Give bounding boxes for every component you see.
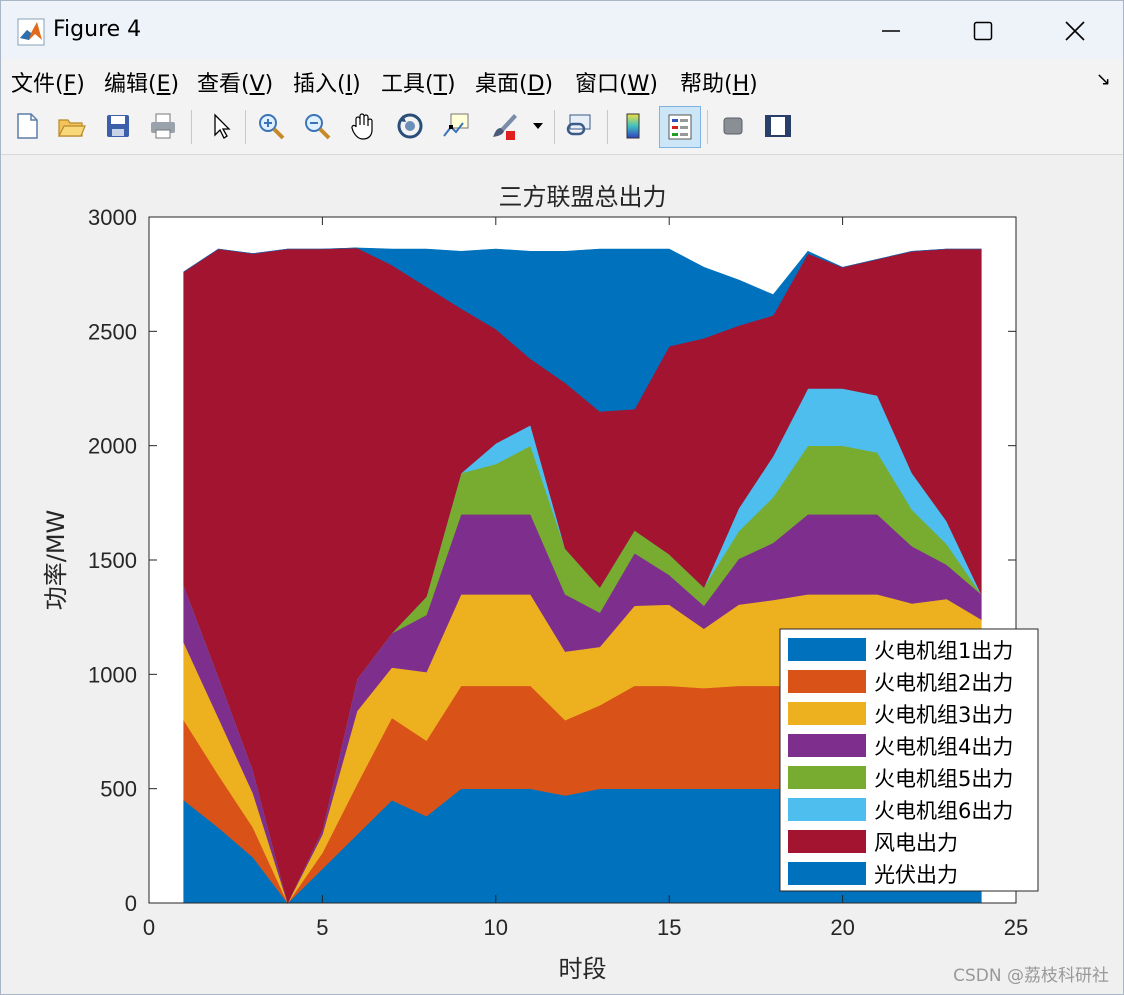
open-button[interactable]: [53, 108, 89, 144]
close-button[interactable]: [1053, 9, 1097, 53]
legend-swatch: [788, 830, 866, 853]
legend-entry: 风电出力: [874, 831, 958, 855]
menu-insert[interactable]: 插入(I): [293, 72, 361, 97]
y-tick-label: 500: [100, 777, 137, 802]
pointer-icon: [214, 113, 231, 139]
new-file-button[interactable]: [9, 108, 45, 144]
menu-view[interactable]: 查看(V): [197, 72, 274, 97]
title-bar[interactable]: Figure 4: [1, 1, 1123, 59]
brush-button[interactable]: [486, 108, 522, 144]
x-axis-label: 时段: [559, 955, 607, 983]
minimize-icon: [882, 30, 900, 32]
legend-swatch: [788, 702, 866, 725]
toolbar-separator: [191, 110, 192, 144]
figure-area: 0 5 10 15 20 25 0 500 1000 1500 2000 2500 3000 三方联盟总出…: [1, 155, 1123, 994]
legend-entry: 火电机组6出力: [874, 799, 1013, 823]
legend-swatch: [788, 766, 866, 789]
maximize-button[interactable]: [961, 9, 1005, 53]
legend-entry: 火电机组3出力: [874, 703, 1013, 727]
open-folder-icon: [58, 119, 86, 137]
legend-entry: 光伏出力: [874, 863, 958, 887]
y-tick-label: 3000: [88, 205, 137, 230]
link-plot-icon: [566, 114, 591, 136]
minimize-button[interactable]: [869, 9, 913, 53]
menu-file[interactable]: 文件(F): [11, 72, 85, 97]
x-tick-label: 15: [657, 915, 681, 940]
menu-help[interactable]: 帮助(H): [680, 72, 758, 97]
toolbar-separator: [607, 110, 608, 144]
rotate-3d-icon: [397, 113, 423, 139]
print-icon: [151, 113, 175, 139]
rotate-button[interactable]: [392, 108, 428, 144]
legend-swatch: [788, 638, 866, 661]
hide-plot-tools-button[interactable]: [715, 108, 751, 144]
y-tick-label: 1000: [88, 662, 137, 687]
y-tick-label: 0: [125, 891, 137, 916]
watermark: CSDN @荔枝科研社: [953, 966, 1109, 986]
menu-tools[interactable]: 工具(T): [381, 72, 456, 97]
menu-bar: 文件(F) 编辑(E) 查看(V) 插入(I) 工具(T) 桌面(D) 窗口(W…: [1, 59, 1123, 100]
hide-plot-tools-icon: [723, 117, 743, 135]
legend-swatch: [788, 734, 866, 757]
brush-icon: [493, 114, 517, 140]
data-cursor-button[interactable]: [438, 108, 474, 144]
x-tick-label: 5: [316, 915, 328, 940]
new-file-icon: [17, 113, 38, 139]
x-tick-label: 0: [143, 915, 155, 940]
menu-desktop[interactable]: 桌面(D): [475, 72, 554, 97]
legend-button[interactable]: [659, 106, 701, 148]
area-series-8[interactable]: [183, 247, 982, 412]
toolbar-separator: [554, 110, 555, 144]
zoom-out-icon: [305, 114, 331, 140]
menu-edit[interactable]: 编辑(E): [104, 72, 180, 97]
colorbar-icon: [626, 113, 640, 139]
save-icon: [107, 115, 129, 137]
x-tick-label: 20: [830, 915, 854, 940]
x-tick-label: 25: [1004, 915, 1028, 940]
zoom-out-button[interactable]: [299, 108, 335, 144]
zoom-in-icon: [259, 114, 285, 140]
y-tick-label: 2500: [88, 319, 137, 344]
print-button[interactable]: [145, 108, 181, 144]
link-plot-button[interactable]: [561, 108, 597, 144]
legend-entry: 火电机组5出力: [874, 767, 1013, 791]
pan-button[interactable]: [345, 108, 381, 144]
legend-entry: 火电机组4出力: [874, 735, 1013, 759]
chart[interactable]: 0 5 10 15 20 25 0 500 1000 1500 2000 2500 3000 三方联盟总出…: [1, 155, 1123, 994]
legend-swatch: [788, 798, 866, 821]
chevron-down-icon: [533, 123, 543, 129]
toolbar-separator: [245, 110, 246, 144]
close-icon: [1065, 21, 1085, 41]
zoom-in-button[interactable]: [253, 108, 289, 144]
data-cursor-icon: [443, 113, 469, 137]
toolbar: [1, 100, 1123, 155]
maximize-icon: [973, 21, 993, 41]
y-tick-label: 2000: [88, 434, 137, 459]
brush-dropdown-button[interactable]: [527, 108, 549, 144]
x-tick-label: 10: [484, 915, 508, 940]
show-plot-tools-icon: [765, 115, 791, 137]
dock-arrow-icon[interactable]: ↘: [1095, 69, 1111, 90]
y-axis-label: 功率/MW: [42, 510, 70, 611]
menu-window[interactable]: 窗口(W): [575, 72, 658, 97]
legend-swatch: [788, 862, 866, 885]
colorbar-button[interactable]: [615, 108, 651, 144]
window-title: Figure 4: [53, 17, 142, 42]
legend-entry: 火电机组2出力: [874, 671, 1013, 695]
chart-title: 三方联盟总出力: [499, 183, 667, 211]
matlab-logo-icon: [17, 18, 45, 46]
toolbar-separator: [707, 110, 708, 144]
pan-hand-icon: [351, 113, 373, 140]
y-tick-label: 1500: [88, 548, 137, 573]
legend-entry: 火电机组1出力: [874, 639, 1013, 663]
show-plot-tools-button[interactable]: [760, 108, 796, 144]
legend-icon: [668, 114, 692, 140]
legend-swatch: [788, 670, 866, 693]
pointer-button[interactable]: [202, 108, 238, 144]
save-button[interactable]: [100, 108, 136, 144]
